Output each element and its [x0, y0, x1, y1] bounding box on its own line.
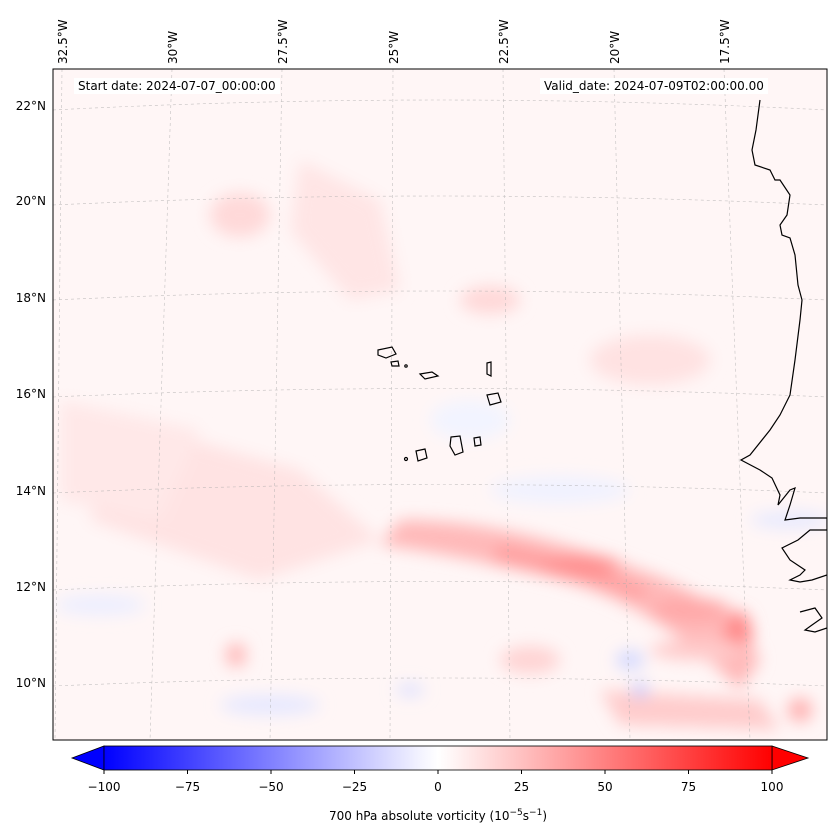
colorbar-label-mid: s	[522, 809, 530, 823]
lon-label: 22.5°W	[497, 19, 511, 64]
lon-label: 30°W	[166, 30, 180, 64]
start-date-label: Start date: 2024-07-07_00:00:00	[74, 78, 280, 94]
colorbar-label-main: 700 hPa absolute vorticity (10	[328, 809, 510, 823]
colorbar-tick-label: −50	[258, 780, 284, 794]
colorbar-tick-label: 0	[434, 780, 442, 794]
lat-label: 10°N	[15, 676, 46, 690]
lat-label: 12°N	[15, 580, 46, 594]
lat-label: 22°N	[15, 99, 46, 113]
lon-label: 17.5°W	[718, 19, 732, 64]
lon-label: 27.5°W	[276, 19, 290, 64]
lon-label: 25°W	[387, 30, 401, 64]
colorbar-label-end: )	[542, 809, 548, 823]
map-frame	[52, 68, 828, 741]
colorbar-tick-label: 75	[680, 780, 697, 794]
graticule	[53, 69, 827, 740]
colorbar-tick-label: −25	[341, 780, 368, 794]
colorbar-tick-label: 100	[760, 780, 784, 794]
vorticity-field	[55, 160, 827, 730]
colorbar-high-extend	[771, 745, 810, 771]
colorbar-tick-label: 25	[513, 780, 530, 794]
colorbar	[103, 745, 773, 771]
valid-date-label: Valid_date: 2024-07-09T02:00:00.00	[540, 78, 768, 94]
colorbar-tick-label: −100	[87, 780, 121, 794]
cape-verde-islands	[377, 346, 502, 462]
lat-label: 14°N	[15, 484, 46, 498]
lat-label: 16°N	[15, 387, 46, 401]
lat-label: 20°N	[15, 194, 46, 208]
lon-label: 20°W	[608, 30, 622, 64]
colorbar-tick-label: 50	[597, 780, 613, 794]
colorbar-tick-label: −75	[174, 780, 201, 794]
lon-label: 32.5°W	[56, 19, 70, 64]
african-coastline	[739, 99, 827, 633]
colorbar-low-extend	[70, 745, 105, 771]
colorbar-label-exp2: −1	[529, 808, 543, 818]
lat-label: 18°N	[15, 291, 46, 305]
colorbar-label: 700 hPa absolute vorticity (10−5s−1)	[238, 808, 638, 823]
colorbar-label-exp1: −5	[509, 808, 523, 818]
colorbar-ticks	[103, 770, 773, 774]
